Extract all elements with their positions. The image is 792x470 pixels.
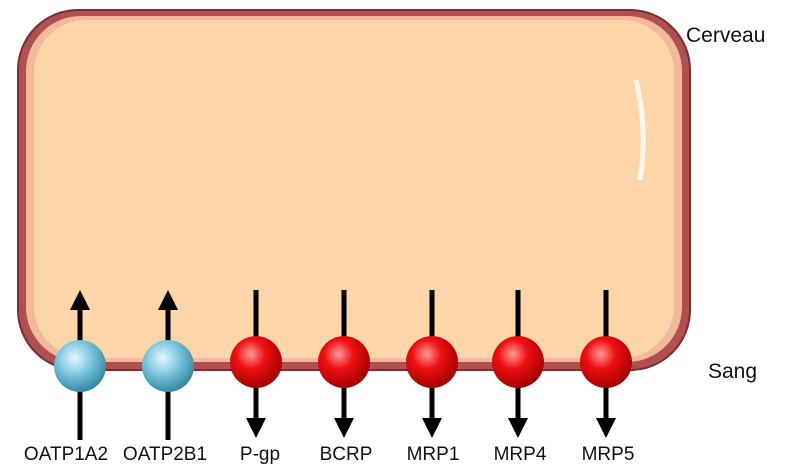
transporter: OATP2B1 [123,290,207,465]
transporter: MRP4 [492,290,547,465]
transporter: MRP5 [580,290,634,465]
transporter: MRP1 [406,290,459,465]
transporter-label: MRP1 [407,444,460,465]
cell [17,9,691,371]
transporter: BCRP [318,290,372,465]
transporter-label: BCRP [320,444,373,465]
region-label: Sang [708,360,757,383]
transporter-label: MRP5 [582,444,635,465]
transporter-label: OATP2B1 [123,444,207,465]
transporter-label: OATP1A2 [24,444,108,465]
transporter-label: MRP4 [494,444,547,465]
transporter: P-gp [230,290,282,465]
transporter: OATP1A2 [24,290,108,465]
transporter-label: P-gp [240,444,280,465]
region-label: Cerveau [686,24,765,47]
